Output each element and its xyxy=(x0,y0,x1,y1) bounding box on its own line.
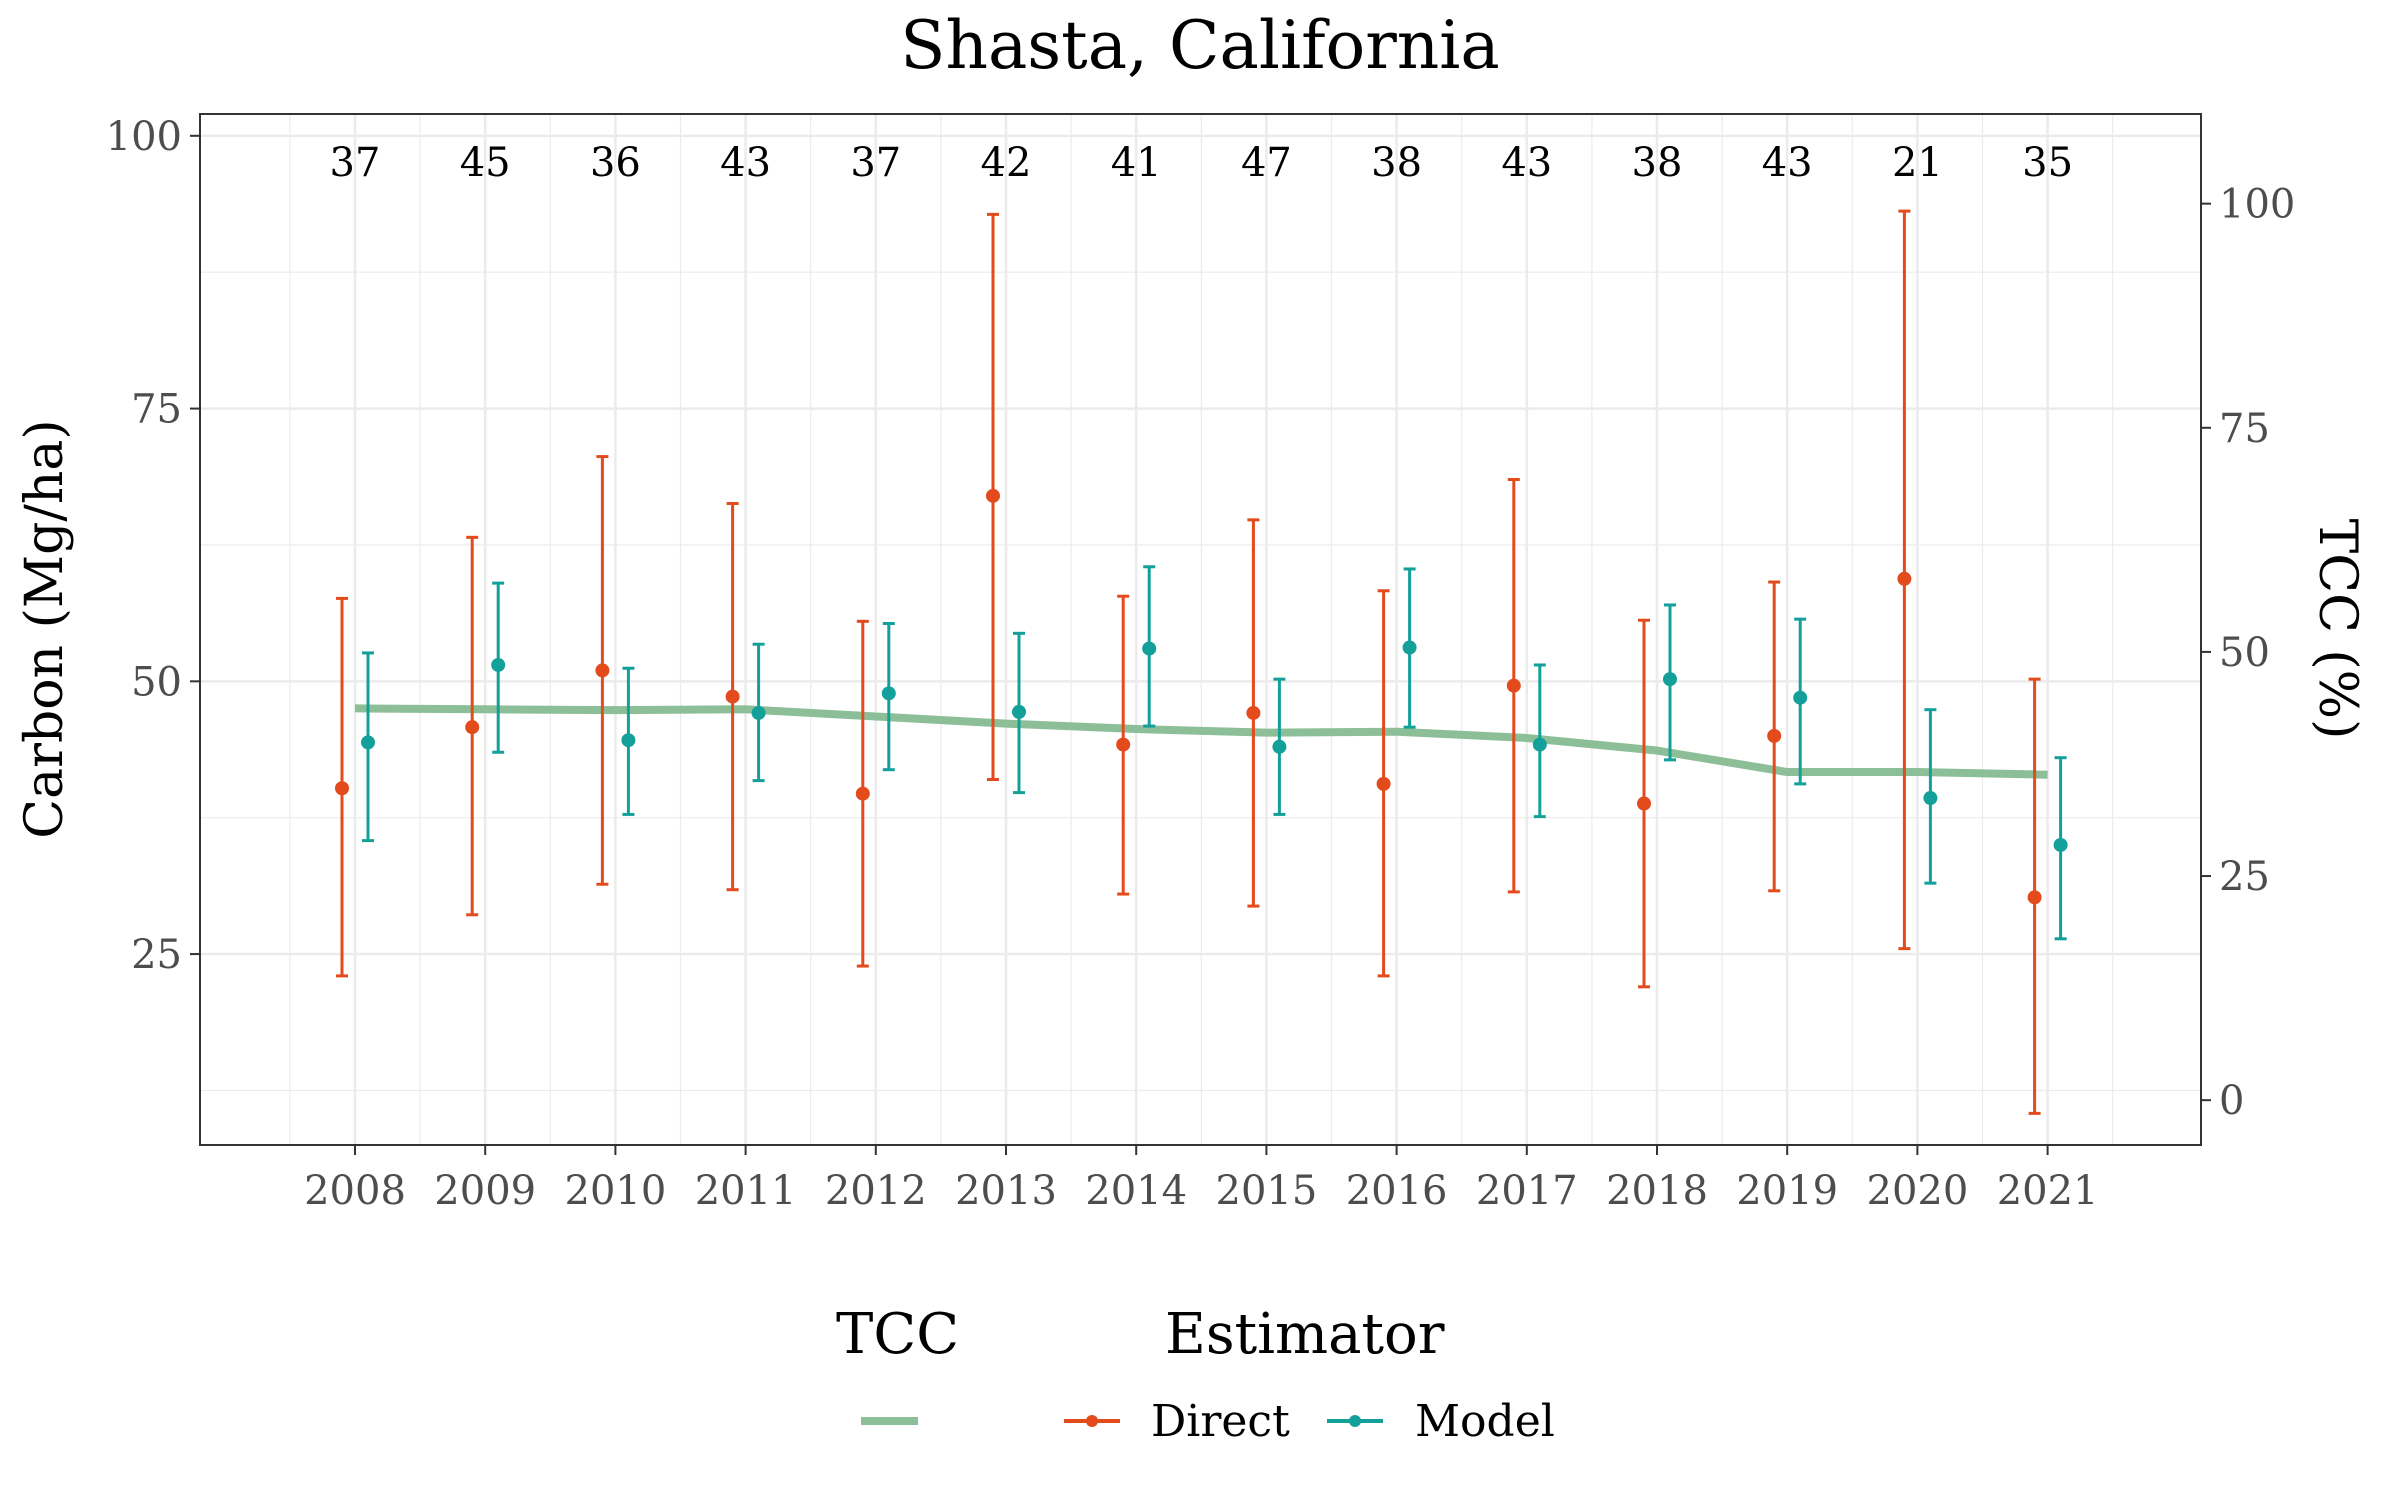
point-direct xyxy=(1506,678,1521,693)
legend-key-model-point xyxy=(1349,1415,1361,1427)
y-tick-label: 75 xyxy=(131,387,182,433)
x-tick-label: 2014 xyxy=(1085,1168,1187,1214)
count-label: 43 xyxy=(1762,140,1813,186)
point-direct xyxy=(1637,796,1651,811)
grid xyxy=(200,114,2201,1145)
point-model xyxy=(1923,791,1938,806)
x-tick-label: 2020 xyxy=(1867,1168,1969,1214)
point-model xyxy=(1272,739,1287,754)
count-label: 36 xyxy=(590,140,641,186)
y-axis-right: 0 25 50 75 100 xyxy=(2201,182,2295,1124)
point-direct xyxy=(1376,776,1391,791)
x-tick-label: 2015 xyxy=(1216,1168,1318,1214)
x-tick-label: 2021 xyxy=(1997,1168,2099,1214)
x-tick-label: 2011 xyxy=(695,1168,797,1214)
x-tick-label: 2012 xyxy=(825,1168,927,1214)
point-direct xyxy=(1897,571,1912,586)
count-label: 38 xyxy=(1632,140,1683,186)
point-direct xyxy=(1767,728,1782,743)
series-direct xyxy=(335,209,2042,1115)
y2-tick-label: 25 xyxy=(2219,854,2270,900)
y-tick-label: 25 xyxy=(131,932,182,978)
point-model xyxy=(1793,690,1808,705)
point-model xyxy=(881,686,896,701)
count-label: 43 xyxy=(720,140,771,186)
x-tick-label: 2008 xyxy=(304,1168,406,1214)
y2-axis-title: TCC (%) xyxy=(2307,519,2367,740)
legend-label-direct: Direct xyxy=(1151,1396,1290,1447)
x-tick-label: 2018 xyxy=(1606,1168,1708,1214)
y2-tick-label: 50 xyxy=(2219,630,2270,676)
legend-label-model: Model xyxy=(1415,1396,1555,1447)
series-line-tcc xyxy=(354,704,2048,779)
y-axis-left: 25 50 75 100 xyxy=(106,114,200,978)
point-model xyxy=(361,735,375,750)
x-tick-label: 2019 xyxy=(1736,1168,1838,1214)
count-labels: 37 45 36 43 37 42 41 47 38 43 38 43 21 35 xyxy=(330,140,2074,186)
chart-title: Shasta, California xyxy=(900,7,1500,84)
count-label: 37 xyxy=(330,140,381,186)
x-axis: 2008 2009 2010 2011 2012 2013 2014 2015 2016 2017… xyxy=(304,1145,2098,1214)
y-tick-label: 100 xyxy=(106,114,182,160)
point-model xyxy=(491,657,506,672)
point-direct xyxy=(595,663,610,678)
count-label: 42 xyxy=(981,140,1032,186)
count-label: 37 xyxy=(850,140,901,186)
x-tick-label: 2017 xyxy=(1476,1168,1578,1214)
point-direct xyxy=(1116,737,1131,752)
y-tick-label: 50 xyxy=(131,659,182,705)
count-label: 41 xyxy=(1111,140,1162,186)
y2-tick-label: 0 xyxy=(2219,1078,2244,1124)
point-direct xyxy=(1246,705,1261,720)
point-model xyxy=(1663,672,1677,687)
legend: TCC Estimator Direct Model xyxy=(836,1302,1555,1447)
x-tick-label: 2013 xyxy=(955,1168,1057,1214)
point-direct xyxy=(2027,890,2042,905)
x-tick-label: 2009 xyxy=(434,1168,536,1214)
point-model xyxy=(1402,640,1417,655)
count-label: 21 xyxy=(1892,140,1943,186)
series-layer xyxy=(335,209,2068,1115)
legend-title-estimator: Estimator xyxy=(1165,1302,1445,1367)
count-label: 47 xyxy=(1241,140,1292,186)
point-model xyxy=(2053,837,2068,852)
y2-tick-label: 100 xyxy=(2219,182,2295,228)
y-axis-title: Carbon (Mg/ha) xyxy=(15,419,75,838)
series-model xyxy=(361,565,2068,941)
tcc-layer xyxy=(354,704,2048,779)
point-direct xyxy=(465,720,480,735)
count-label: 43 xyxy=(1501,140,1552,186)
point-direct xyxy=(986,488,1000,503)
y2-tick-label: 75 xyxy=(2219,406,2270,452)
point-model xyxy=(1142,641,1157,656)
point-model xyxy=(621,733,636,748)
count-label: 38 xyxy=(1371,140,1422,186)
legend-key-direct-point xyxy=(1086,1415,1098,1427)
point-direct xyxy=(725,689,740,704)
point-model xyxy=(1012,704,1026,719)
count-label: 35 xyxy=(2022,140,2073,186)
point-direct xyxy=(855,786,870,801)
point-model xyxy=(1532,737,1547,752)
plot-background xyxy=(200,114,2201,1145)
legend-title-tcc: TCC xyxy=(836,1302,959,1367)
point-model xyxy=(751,705,766,720)
x-tick-label: 2016 xyxy=(1346,1168,1448,1214)
plot-border xyxy=(199,113,2202,1146)
count-label: 45 xyxy=(460,140,511,186)
x-tick-label: 2010 xyxy=(565,1168,667,1214)
point-direct xyxy=(335,781,349,796)
